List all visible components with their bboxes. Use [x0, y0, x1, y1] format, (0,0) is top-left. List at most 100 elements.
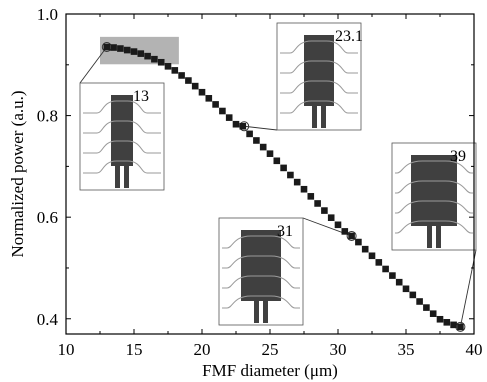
- data-point: [157, 58, 165, 66]
- insets: 13 23.1 31 39: [79, 22, 477, 326]
- data-point: [348, 232, 355, 240]
- tick-labels: 10 15 20 25 30 35 40 0.4 0.6 0.8 1.0: [37, 5, 483, 359]
- data-point: [225, 114, 233, 121]
- data-point: [382, 265, 389, 273]
- inset-core: [241, 230, 281, 301]
- data-point: [361, 245, 369, 253]
- inset-label: 31: [277, 223, 293, 240]
- data-point: [144, 52, 151, 60]
- data-point: [185, 77, 192, 84]
- data-point: [266, 150, 274, 157]
- data-point: [314, 200, 321, 207]
- data-point: [457, 323, 464, 331]
- inset-1: 13: [79, 82, 165, 191]
- x-axis-title: FMF diameter (μm): [202, 361, 338, 380]
- inset-label: 23.1: [335, 28, 363, 45]
- inset-4: 39: [391, 142, 477, 251]
- inset-stem: [263, 301, 268, 323]
- data-point: [409, 291, 417, 299]
- data-point: [402, 285, 410, 293]
- inset-2: 23.1: [276, 22, 363, 131]
- y-tick-label: 1.0: [37, 5, 58, 24]
- data-point: [239, 122, 247, 130]
- inset-profile-curve: [83, 100, 161, 114]
- y-axis-title: Normalized power (a.u.): [8, 90, 27, 257]
- inset-profile-curve: [222, 275, 300, 289]
- data-point: [130, 48, 138, 55]
- data-point: [137, 50, 145, 57]
- data-point: [103, 43, 111, 51]
- x-tick-label: 10: [58, 340, 75, 359]
- inset-label: 39: [450, 148, 466, 165]
- data-point: [287, 171, 294, 179]
- data-point: [246, 130, 253, 138]
- y-tick-label: 0.4: [37, 310, 59, 329]
- inset-stem: [436, 226, 441, 248]
- data-point: [151, 55, 158, 63]
- inset-profile-curve: [280, 100, 358, 114]
- inset-core: [111, 95, 133, 166]
- data-point: [198, 88, 206, 96]
- data-point: [123, 46, 131, 54]
- inset-profile-curve: [395, 220, 473, 234]
- inset-profile-curve: [280, 80, 358, 94]
- inset-stem: [312, 106, 317, 128]
- inset-profile-curve: [222, 255, 300, 269]
- data-point: [375, 259, 383, 266]
- inset-profile-curve: [83, 160, 161, 174]
- data-point: [307, 193, 315, 200]
- inset-profile-curve: [395, 160, 473, 174]
- data-point: [321, 207, 328, 214]
- x-tick-label: 15: [126, 340, 143, 359]
- data-point: [232, 120, 240, 128]
- data-point: [171, 67, 179, 74]
- data-point: [205, 95, 213, 102]
- data-point: [293, 178, 301, 186]
- inset-3: 31: [218, 217, 304, 326]
- y-tick-label: 0.8: [37, 107, 58, 126]
- data-point: [443, 319, 451, 326]
- inset-stem: [115, 166, 120, 188]
- data-point: [253, 137, 260, 144]
- data-point: [300, 185, 308, 193]
- inset-profile-curve: [83, 140, 161, 154]
- x-tick-label: 40: [466, 340, 483, 359]
- data-point: [368, 252, 376, 260]
- x-tick-label: 30: [330, 340, 347, 359]
- data-point: [423, 304, 430, 311]
- data-point: [164, 63, 172, 70]
- x-tick-label: 25: [262, 340, 279, 359]
- data-point: [389, 272, 396, 279]
- inset-label: 13: [133, 88, 149, 105]
- data-point: [273, 157, 281, 165]
- data-point: [191, 82, 199, 90]
- y-tick-label: 0.6: [37, 208, 58, 227]
- inset-profile-curve: [395, 180, 473, 194]
- data-point: [416, 298, 423, 305]
- inset-profile-curve: [280, 60, 358, 74]
- inset-stem: [124, 166, 129, 188]
- data-point: [178, 72, 185, 79]
- inset-stem: [321, 106, 326, 128]
- data-point: [280, 164, 287, 172]
- inset-profile-curve: [222, 295, 300, 309]
- data-point: [110, 44, 117, 51]
- inset-connector: [79, 46, 108, 84]
- inset-profile-curve: [395, 200, 473, 214]
- data-points: [103, 43, 464, 331]
- data-point: [212, 101, 219, 108]
- x-tick-label: 35: [398, 340, 415, 359]
- inset-core: [304, 35, 334, 106]
- inset-profile-curve: [222, 235, 300, 249]
- highlight-marker: [346, 230, 357, 241]
- data-point: [259, 143, 267, 151]
- data-point: [436, 315, 444, 323]
- x-tick-label: 20: [194, 340, 211, 359]
- data-point: [219, 107, 226, 115]
- inset-stem: [427, 226, 432, 248]
- data-point: [429, 310, 437, 317]
- data-point: [327, 214, 335, 221]
- inset-profile-curve: [83, 120, 161, 134]
- inset-connector: [244, 125, 278, 131]
